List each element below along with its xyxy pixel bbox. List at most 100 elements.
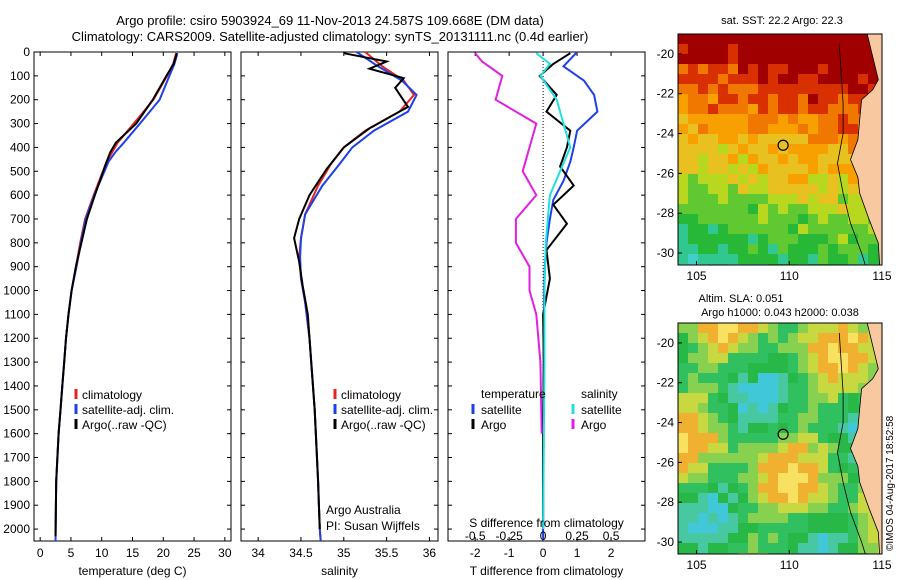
sla_map-cell xyxy=(768,343,779,354)
sla_map-cell xyxy=(718,473,729,484)
sla_map-cell xyxy=(748,323,759,334)
sla_map-cell xyxy=(838,473,849,484)
sst_map-cell xyxy=(838,264,849,265)
sla_map-cell xyxy=(758,473,769,484)
sla_map-cell xyxy=(798,393,809,404)
sst_map-cell xyxy=(698,244,709,255)
sst_map-cell xyxy=(678,204,689,215)
sla_map-cell xyxy=(788,323,799,334)
sst_map-cell xyxy=(738,84,749,95)
sst_map-cell xyxy=(848,244,859,255)
sla_map-ytick-label: -28 xyxy=(657,495,675,509)
sla_map-cell xyxy=(778,503,789,514)
sla_map-cell xyxy=(738,513,749,524)
diff-legend-label: satellite xyxy=(481,403,522,417)
sla_map-cell xyxy=(688,493,699,504)
sla_map-cell xyxy=(688,353,699,364)
sla_map-cell xyxy=(728,463,739,474)
sla_map-cell xyxy=(848,473,859,484)
sst_map-isobath xyxy=(837,43,866,265)
sla_map-cell xyxy=(858,533,869,544)
sla_map-argo-marker xyxy=(777,428,789,440)
sla_map-cell xyxy=(718,533,729,544)
sla_map-cell xyxy=(838,353,849,364)
sst_map-cell xyxy=(818,114,829,125)
sla_map-cell xyxy=(848,533,859,544)
sst_map-ytick-label: -30 xyxy=(657,246,675,260)
sla_map-cell xyxy=(788,533,799,544)
sst_map-cell xyxy=(728,204,739,215)
sla_map-cell xyxy=(708,383,719,394)
sla_map-cell xyxy=(778,323,789,334)
sst_map-cell xyxy=(868,254,879,265)
sla_map-cell xyxy=(798,353,809,364)
salinity-xtick-label: 34.5 xyxy=(289,546,313,560)
sst_map-cell xyxy=(768,214,779,225)
sla_map-cell xyxy=(708,393,719,404)
sla_map-cell xyxy=(738,463,749,474)
sst_map-cell xyxy=(748,124,759,135)
sst_map-cell xyxy=(708,114,719,125)
sla_map-cell xyxy=(758,503,769,514)
sst_map-cell xyxy=(688,64,699,75)
sst_map-cell xyxy=(778,34,789,45)
sla_map-cell xyxy=(748,363,759,374)
sst_map-cell xyxy=(808,224,819,235)
sst_map-cell xyxy=(808,64,819,75)
sst_map-cell xyxy=(778,54,789,65)
sla_map-cell xyxy=(728,343,739,354)
sla_map-cell xyxy=(798,513,809,524)
sst_map-cell xyxy=(728,264,739,265)
sst_map-cell xyxy=(708,54,719,65)
sst_map-cell xyxy=(678,174,689,185)
sla_map-cell xyxy=(828,343,839,354)
sst_map-cell xyxy=(778,234,789,245)
sst_map-cell xyxy=(818,254,829,265)
sla_map-cell xyxy=(758,343,769,354)
sst_map-cell xyxy=(738,154,749,165)
sst_map-cell xyxy=(728,194,739,205)
difference-series-t-argo xyxy=(538,52,576,530)
sla_map-xtick-label: 115 xyxy=(872,558,891,572)
temperature-xtick-label: 15 xyxy=(126,546,140,560)
temperature-ytick-label: 100 xyxy=(10,69,30,83)
diff-stick-label: -0.25 xyxy=(495,529,523,543)
sla_map-cell xyxy=(818,483,829,494)
sla_map-cell xyxy=(798,523,809,534)
sst_map-cell xyxy=(678,104,689,115)
sla_map-cell xyxy=(828,323,839,334)
sst_map-cell xyxy=(778,104,789,115)
sla_map-cell xyxy=(798,373,809,384)
sla_map-cell xyxy=(848,493,859,504)
sla_map-cell xyxy=(678,453,689,464)
temperature-ytick-label: 1000 xyxy=(3,284,30,298)
sla_map-cell xyxy=(698,423,709,434)
sst_map-cell xyxy=(768,224,779,235)
sst_map-cell xyxy=(728,34,739,45)
sla_map-cell xyxy=(818,403,829,414)
sst_map-cell xyxy=(688,104,699,115)
sst_map-cell xyxy=(808,264,819,265)
sst_map-cell xyxy=(718,204,729,215)
sst_map-cell xyxy=(718,104,729,115)
sla_map-cell xyxy=(768,543,779,554)
sst_map-cell xyxy=(728,124,739,135)
sst_map-cell xyxy=(708,214,719,225)
sst_map-cell xyxy=(678,84,689,95)
sla_map-cell xyxy=(758,373,769,384)
sst_map-cell xyxy=(718,164,729,175)
sla_map-cell xyxy=(758,453,769,464)
sst_map-cell xyxy=(788,124,799,135)
sst_map-cell xyxy=(678,254,689,265)
sla_map-cell xyxy=(778,423,789,434)
sst_map-cell xyxy=(848,234,859,245)
sla_map-cell xyxy=(758,513,769,524)
sst_map-cell xyxy=(748,64,759,75)
sla_map-cell xyxy=(718,413,729,424)
sst_map-cell xyxy=(868,244,879,255)
sst_map-cell xyxy=(798,244,809,255)
sst_map-cell xyxy=(848,204,859,215)
sst_map-cell xyxy=(768,154,779,165)
sst_map-cell xyxy=(788,44,799,55)
sla_map-cell xyxy=(718,503,729,514)
